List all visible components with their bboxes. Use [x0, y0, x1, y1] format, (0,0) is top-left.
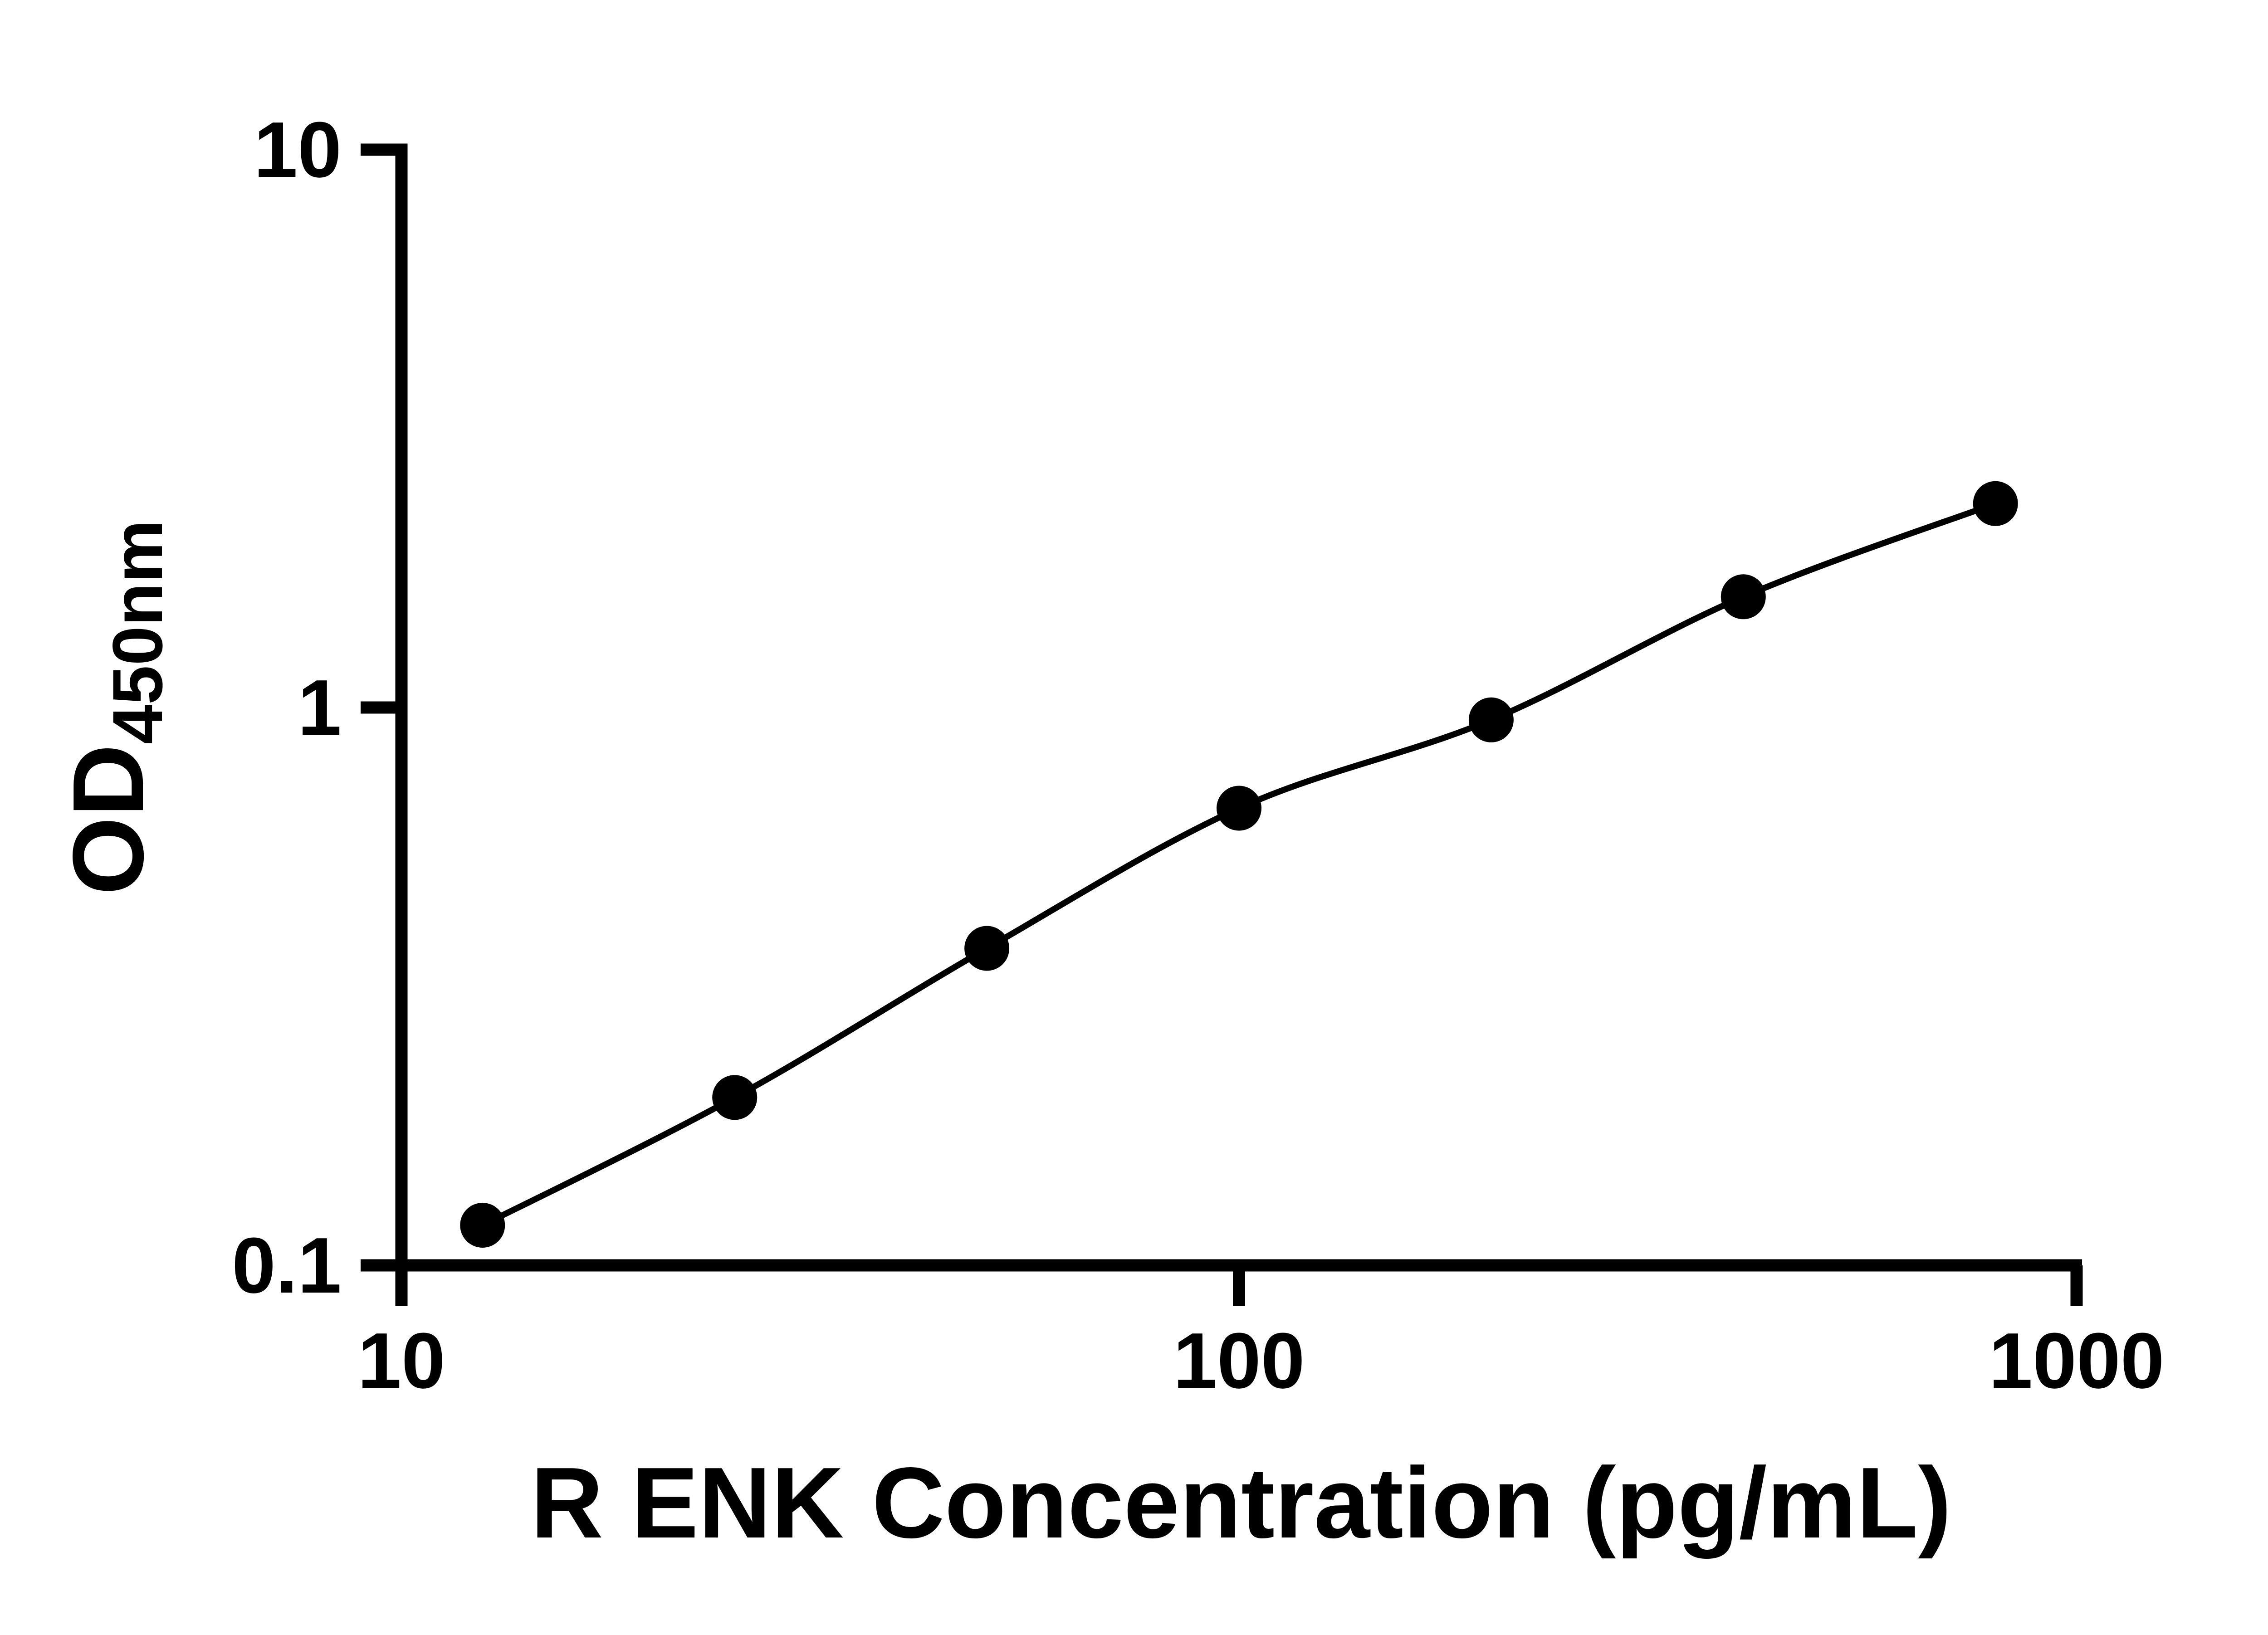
data-point-marker: [1721, 574, 1766, 620]
x-tick-label: 1000: [1989, 1316, 2164, 1405]
x-tick-label: 100: [1173, 1316, 1305, 1405]
data-point-marker: [1973, 481, 2018, 526]
y-tick-label: 1: [298, 663, 342, 752]
y-axis-tick-labels: 0.1 1 10: [232, 105, 342, 1309]
x-axis-tick-labels: 10 100 1000: [357, 1316, 2164, 1405]
fitted-curve: [481, 500, 1997, 1228]
y-axis-title-sub: 450nm: [98, 520, 177, 744]
data-points: [460, 481, 2018, 1248]
y-tick-label: 10: [254, 105, 342, 194]
data-point-marker: [1217, 786, 1261, 831]
y-axis-title: OD450nm: [52, 520, 177, 895]
data-point-marker: [460, 1203, 505, 1248]
data-point-marker: [712, 1075, 758, 1120]
y-axis-ticks: [361, 143, 401, 1272]
x-axis-ticks: [395, 1265, 2083, 1306]
data-point-marker: [964, 926, 1010, 971]
y-axis-title-main: OD: [52, 744, 165, 895]
x-tick-label: 10: [357, 1316, 445, 1405]
data-point-marker: [1468, 697, 1514, 742]
y-tick-label: 0.1: [232, 1221, 342, 1309]
x-axis-title: R ENK Concentration (pg/mL): [531, 1447, 1952, 1559]
